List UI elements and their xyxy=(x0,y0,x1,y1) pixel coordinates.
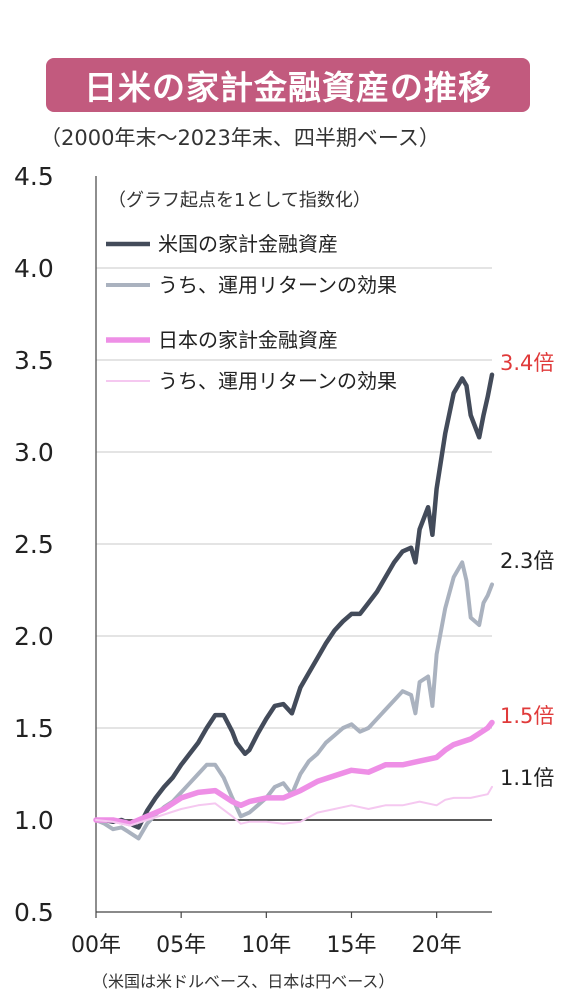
x-tick-label: 20年 xyxy=(412,933,462,958)
legend-label-3: 日本の家計金融資産 xyxy=(158,328,338,352)
end-label-4: 1.1倍 xyxy=(500,766,554,790)
x-tick-label: 05年 xyxy=(156,933,206,958)
end-label-3: 1.5倍 xyxy=(500,704,554,728)
x-tick-label: 10年 xyxy=(241,933,291,958)
series-line-1 xyxy=(93,372,495,830)
chart-title: 日米の家計金融資産の推移 xyxy=(84,68,492,107)
end-label-1: 3.4倍 xyxy=(500,351,554,375)
legend-note: （グラフ起点を1として指数化） xyxy=(108,190,371,211)
legend: （グラフ起点を1として指数化） 米国の家計金融資産うち、運用リターンの効果日本の家… xyxy=(106,190,397,393)
axes: 0.5 1.0 1.5 2.0 2.5 3.0 3.5 4.0 4.5 00年 05年 10年 15年 2… xyxy=(14,162,492,958)
series-line-4 xyxy=(95,785,493,827)
x-tick-label: 00年 xyxy=(71,933,121,958)
y-tick-label: 4.5 xyxy=(14,162,54,191)
title-banner: 日米の家計金融資産の推移 xyxy=(46,58,530,112)
legend-label-4: うち、運用リターンの効果 xyxy=(158,369,397,393)
chart-footnote: （米国は米ドルベース、日本は円ベース） xyxy=(92,972,395,991)
y-tick-label: 2.0 xyxy=(14,622,54,651)
y-tick-label: 1.0 xyxy=(14,806,54,835)
end-label-2: 2.3倍 xyxy=(500,549,554,573)
y-tick-label: 2.5 xyxy=(14,530,54,559)
y-tick-label: 4.0 xyxy=(14,254,54,283)
series-lines xyxy=(93,372,495,841)
legend-label-2: うち、運用リターンの効果 xyxy=(158,273,397,297)
grid xyxy=(96,267,492,821)
y-tick-label: 1.5 xyxy=(14,714,54,743)
legend-label-1: 米国の家計金融資産 xyxy=(158,232,338,256)
end-labels: 3.4倍 2.3倍 1.5倍 1.1倍 xyxy=(500,351,554,790)
y-tick-label: 3.5 xyxy=(14,346,54,375)
y-tick-label: 3.0 xyxy=(14,438,54,467)
x-tick-label: 15年 xyxy=(326,933,376,958)
series-line-3 xyxy=(93,719,495,827)
chart-subtitle: （2000年末～2023年末、四半期ベース） xyxy=(40,126,440,150)
y-tick-label: 0.5 xyxy=(14,898,54,927)
